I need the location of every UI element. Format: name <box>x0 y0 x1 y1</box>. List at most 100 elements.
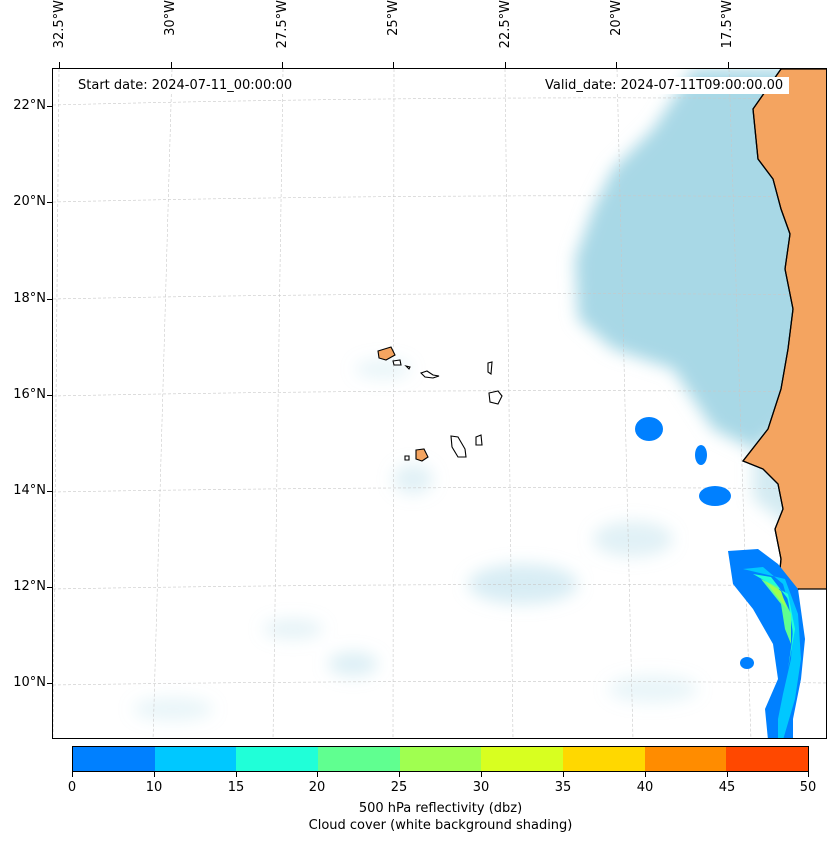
lat-tick <box>47 299 52 300</box>
island-sal <box>487 361 493 375</box>
lon-label-17-5w: 17.5°W <box>720 0 735 49</box>
parallel-14n <box>53 487 826 493</box>
lat-label-12n: 12°N <box>13 579 46 594</box>
meridian-30w <box>152 69 173 738</box>
colorbar-label: 500 hPa reflectivity (dbz) <box>358 801 523 816</box>
colorbar-tick-label: 15 <box>227 780 245 795</box>
lat-label-18n: 18°N <box>13 291 46 306</box>
colorbar-segment-7 <box>644 747 727 771</box>
coastline-africa <box>741 69 794 630</box>
island-santiago <box>450 435 467 458</box>
lat-label-10n: 10°N <box>13 675 46 690</box>
cloud-patch <box>263 619 323 639</box>
lon-label-32-5w: 32.5°W <box>52 0 67 49</box>
colorbar-tick <box>154 772 155 777</box>
lat-label-20n: 20°N <box>13 194 46 209</box>
meridian-22-5w <box>504 69 514 738</box>
meridian-32-5w <box>53 69 60 738</box>
colorbar-tick-label: 0 <box>67 780 77 795</box>
colorbar-tick <box>727 772 728 777</box>
colorbar-tick-label: 20 <box>308 780 326 795</box>
colorbar-tick <box>645 772 646 777</box>
cloud-patch <box>593 521 673 557</box>
meridian-27-5w <box>272 69 284 738</box>
colorbar-tick <box>317 772 318 777</box>
colorbar-segment-5 <box>481 747 564 771</box>
meridian-25w <box>392 69 395 738</box>
colorbar-tick-label: 30 <box>472 780 490 795</box>
colorbar-tick-label: 35 <box>554 780 572 795</box>
cloud-patch <box>355 359 411 379</box>
cloud-patch <box>468 564 578 604</box>
lon-label-27-5w: 27.5°W <box>275 0 290 49</box>
island-santa-luzia <box>404 364 411 370</box>
valid-date-label: Valid_date: 2024-07-11T09:00:00.00 <box>539 77 790 94</box>
reflectivity-cell <box>635 417 663 441</box>
colorbar-tick <box>563 772 564 777</box>
reflectivity-cell <box>740 657 754 669</box>
lon-tick <box>393 62 394 68</box>
lon-tick <box>616 62 617 68</box>
meridian-17-5w <box>728 69 752 738</box>
graticule <box>53 69 826 738</box>
lon-label-25w: 25°W <box>386 0 401 36</box>
colorbar-tick <box>236 772 237 777</box>
cloud-patch <box>393 464 433 494</box>
island-santo-antao <box>377 346 396 361</box>
colorbar-tick-label: 25 <box>390 780 408 795</box>
colorbar-segment-8 <box>726 747 809 771</box>
reflectivity-band-25 <box>765 581 787 609</box>
lon-label-30w: 30°W <box>163 0 178 36</box>
lat-tick <box>47 587 52 588</box>
colorbar-tick <box>481 772 482 777</box>
cloud-cover <box>133 69 826 721</box>
reflectivity-cells <box>635 417 805 738</box>
island-sao-vicente <box>392 359 402 366</box>
parallel-12n <box>53 584 826 590</box>
colorbar-segment-4 <box>399 747 482 771</box>
lat-label-14n: 14°N <box>13 483 46 498</box>
lat-tick <box>47 202 52 203</box>
island-brava <box>404 455 410 461</box>
colorbar-segment-2 <box>236 747 319 771</box>
colorbar-tick-label: 10 <box>145 780 163 795</box>
meridian-20w <box>616 69 634 738</box>
island-boa-vista <box>488 390 503 405</box>
lat-label-16n: 16°N <box>13 387 46 402</box>
colorbar-segment-3 <box>318 747 400 771</box>
colorbar-tick <box>72 772 73 777</box>
colorbar <box>72 746 809 772</box>
colorbar-tick <box>808 772 809 777</box>
lat-tick <box>47 491 52 492</box>
island-fogo <box>415 448 429 462</box>
colorbar-segment-1 <box>154 747 237 771</box>
lon-tick <box>505 62 506 68</box>
parallel-18n <box>53 293 826 300</box>
parallel-10n <box>53 681 826 686</box>
lon-label-20w: 20°W <box>609 0 624 36</box>
cape-verde-islands <box>377 346 503 462</box>
colorbar-sublabel: Cloud cover (white background shading) <box>308 818 573 833</box>
lon-tick <box>59 62 60 68</box>
lon-label-22-5w: 22.5°W <box>498 0 513 49</box>
colorbar-tick-label: 45 <box>718 780 736 795</box>
lat-tick <box>47 395 52 396</box>
reflectivity-cell <box>695 445 707 465</box>
colorbar-segment-6 <box>563 747 645 771</box>
island-maio <box>475 434 483 446</box>
island-sao-nicolau <box>419 370 440 379</box>
reflectivity-band-10 <box>743 567 801 738</box>
colorbar-tick-label: 50 <box>799 780 817 795</box>
lat-tick <box>47 683 52 684</box>
parallel-20n <box>53 195 826 203</box>
lon-tick <box>728 62 729 68</box>
lat-tick <box>47 106 52 107</box>
cloud-patch <box>133 697 213 721</box>
map-panel[interactable] <box>52 68 827 739</box>
cloud-patch <box>328 652 378 676</box>
start-date-label: Start date: 2024-07-11_00:00:00 <box>72 77 299 94</box>
lon-tick <box>282 62 283 68</box>
colorbar-tick-label: 40 <box>636 780 654 795</box>
cloud-patch <box>608 675 698 703</box>
map-canvas <box>53 69 826 738</box>
